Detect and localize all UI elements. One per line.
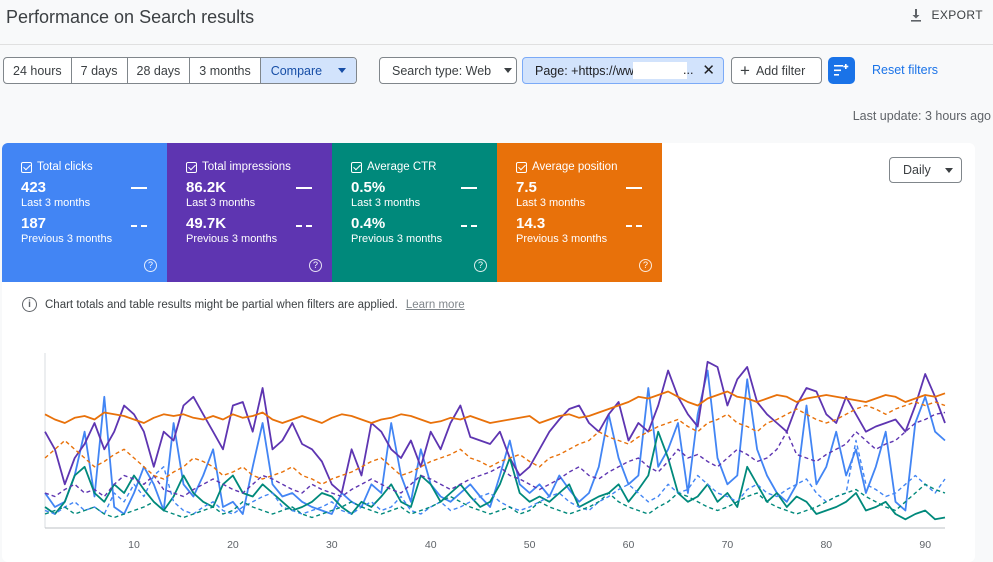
series-line-2 xyxy=(44,430,946,521)
help-icon[interactable]: ? xyxy=(639,259,652,272)
x-tick-label: 40 xyxy=(425,539,437,551)
metric-prev-period: Previous 3 months xyxy=(21,233,113,245)
info-icon: i xyxy=(22,297,37,312)
metric-value: 0.5% xyxy=(351,179,386,196)
header-divider xyxy=(0,44,993,45)
export-button[interactable]: EXPORT xyxy=(909,8,983,22)
metric-prev-value: 0.4% xyxy=(351,215,386,232)
metric-value: 86.2K xyxy=(186,179,227,196)
search-type-filter[interactable]: Search type: Web xyxy=(379,57,517,84)
dashed-line-legend-icon xyxy=(131,225,147,227)
redacted-area xyxy=(633,62,687,79)
range-24-hours[interactable]: 24 hours xyxy=(4,58,72,83)
metric-period: Last 3 months xyxy=(516,197,586,209)
performance-card: Total clicks 423 Last 3 months 187 Previ… xyxy=(2,143,975,562)
filter-list-icon xyxy=(834,64,849,76)
metric-prev-period: Previous 3 months xyxy=(516,233,608,245)
page-filter-ellipsis: ... xyxy=(683,63,694,77)
solid-line-legend-icon xyxy=(296,187,312,189)
x-tick-label: 20 xyxy=(227,539,239,551)
solid-line-legend-icon xyxy=(461,187,477,189)
x-tick-label: 50 xyxy=(524,539,536,551)
metric-label: Total impressions xyxy=(202,161,291,173)
metric-prev-value: 187 xyxy=(21,215,47,232)
metric-tile-average-ctr[interactable]: Average CTR 0.5% Last 3 months 0.4% Prev… xyxy=(332,143,497,282)
range-3-months[interactable]: 3 months xyxy=(190,58,261,83)
x-axis-ticks: 10 20 30 40 50 60 70 80 90 xyxy=(128,539,931,551)
metric-label: Average position xyxy=(532,161,618,173)
date-range-selector: 24 hours 7 days 28 days 3 months Compare xyxy=(3,57,358,84)
add-filter-button[interactable]: + Add filter xyxy=(731,57,822,84)
granularity-dropdown[interactable]: Daily xyxy=(889,157,962,183)
range-7-days[interactable]: 7 days xyxy=(72,58,128,83)
series-line-3 xyxy=(44,390,946,424)
checkbox-icon[interactable] xyxy=(516,161,527,173)
chevron-down-icon xyxy=(944,167,953,173)
chart-axes xyxy=(44,353,945,529)
help-icon[interactable]: ? xyxy=(144,259,157,272)
metric-prev-period: Previous 3 months xyxy=(351,233,443,245)
chevron-down-icon xyxy=(504,68,513,73)
x-tick-label: 60 xyxy=(623,539,635,551)
filter-settings-button[interactable] xyxy=(828,57,855,84)
metric-value: 7.5 xyxy=(516,179,537,196)
partial-data-notice: i Chart totals and table results might b… xyxy=(22,297,465,312)
checkbox-icon[interactable] xyxy=(351,161,362,173)
notice-text: Chart totals and table results might be … xyxy=(45,298,398,311)
x-tick-label: 10 xyxy=(128,539,140,551)
metric-period: Last 3 months xyxy=(351,197,421,209)
search-type-label: Search type: Web xyxy=(392,63,492,78)
reset-filters-link[interactable]: Reset filters xyxy=(872,63,938,77)
metric-period: Last 3 months xyxy=(21,197,91,209)
compare-dropdown[interactable]: Compare xyxy=(260,58,357,83)
compare-label: Compare xyxy=(270,63,323,78)
range-28-days[interactable]: 28 days xyxy=(128,58,191,83)
last-update-text: Last update: 3 hours ago xyxy=(852,109,991,123)
page-filter-label: Page: +https://ww xyxy=(535,63,635,78)
metric-tile-total-impressions[interactable]: Total impressions 86.2K Last 3 months 49… xyxy=(167,143,332,282)
page-filter-chip[interactable]: Page: +https://ww ... ✕ xyxy=(522,57,724,84)
metric-prev-value: 14.3 xyxy=(516,215,546,232)
add-filter-label: Add filter xyxy=(755,63,806,78)
metric-tile-total-clicks[interactable]: Total clicks 423 Last 3 months 187 Previ… xyxy=(2,143,167,282)
plus-icon: + xyxy=(740,61,750,80)
metric-tile-average-position[interactable]: Average position 7.5 Last 3 months 14.3 … xyxy=(497,143,662,282)
help-icon[interactable]: ? xyxy=(474,259,487,272)
series-line-5 xyxy=(44,411,946,498)
performance-line-chart: 10 20 30 40 50 60 70 80 90 xyxy=(44,353,946,551)
download-icon xyxy=(911,9,922,22)
chevron-down-icon xyxy=(338,68,347,73)
learn-more-link[interactable]: Learn more xyxy=(405,298,465,311)
solid-line-legend-icon xyxy=(131,187,147,189)
help-icon[interactable]: ? xyxy=(309,259,322,272)
metric-prev-period: Previous 3 months xyxy=(186,233,278,245)
checkbox-icon[interactable] xyxy=(186,161,197,173)
x-tick-label: 80 xyxy=(820,539,832,551)
metric-label: Average CTR xyxy=(367,161,437,173)
granularity-label: Daily xyxy=(903,163,931,177)
dashed-line-legend-icon xyxy=(626,225,642,227)
chart-series xyxy=(44,360,946,521)
x-tick-label: 90 xyxy=(919,539,931,551)
export-label: EXPORT xyxy=(931,8,983,22)
metric-label: Total clicks xyxy=(37,161,93,173)
x-tick-label: 70 xyxy=(722,539,734,551)
dashed-line-legend-icon xyxy=(296,225,312,227)
metric-period: Last 3 months xyxy=(186,197,256,209)
page-title: Performance on Search results xyxy=(6,7,255,27)
close-icon[interactable]: ✕ xyxy=(702,62,715,79)
metric-prev-value: 49.7K xyxy=(186,215,227,232)
series-line-4 xyxy=(44,439,946,515)
dashed-line-legend-icon xyxy=(461,225,477,227)
metric-value: 423 xyxy=(21,179,47,196)
solid-line-legend-icon xyxy=(626,187,642,189)
series-line-7 xyxy=(44,401,946,486)
x-tick-label: 30 xyxy=(326,539,338,551)
checkbox-icon[interactable] xyxy=(21,161,32,173)
